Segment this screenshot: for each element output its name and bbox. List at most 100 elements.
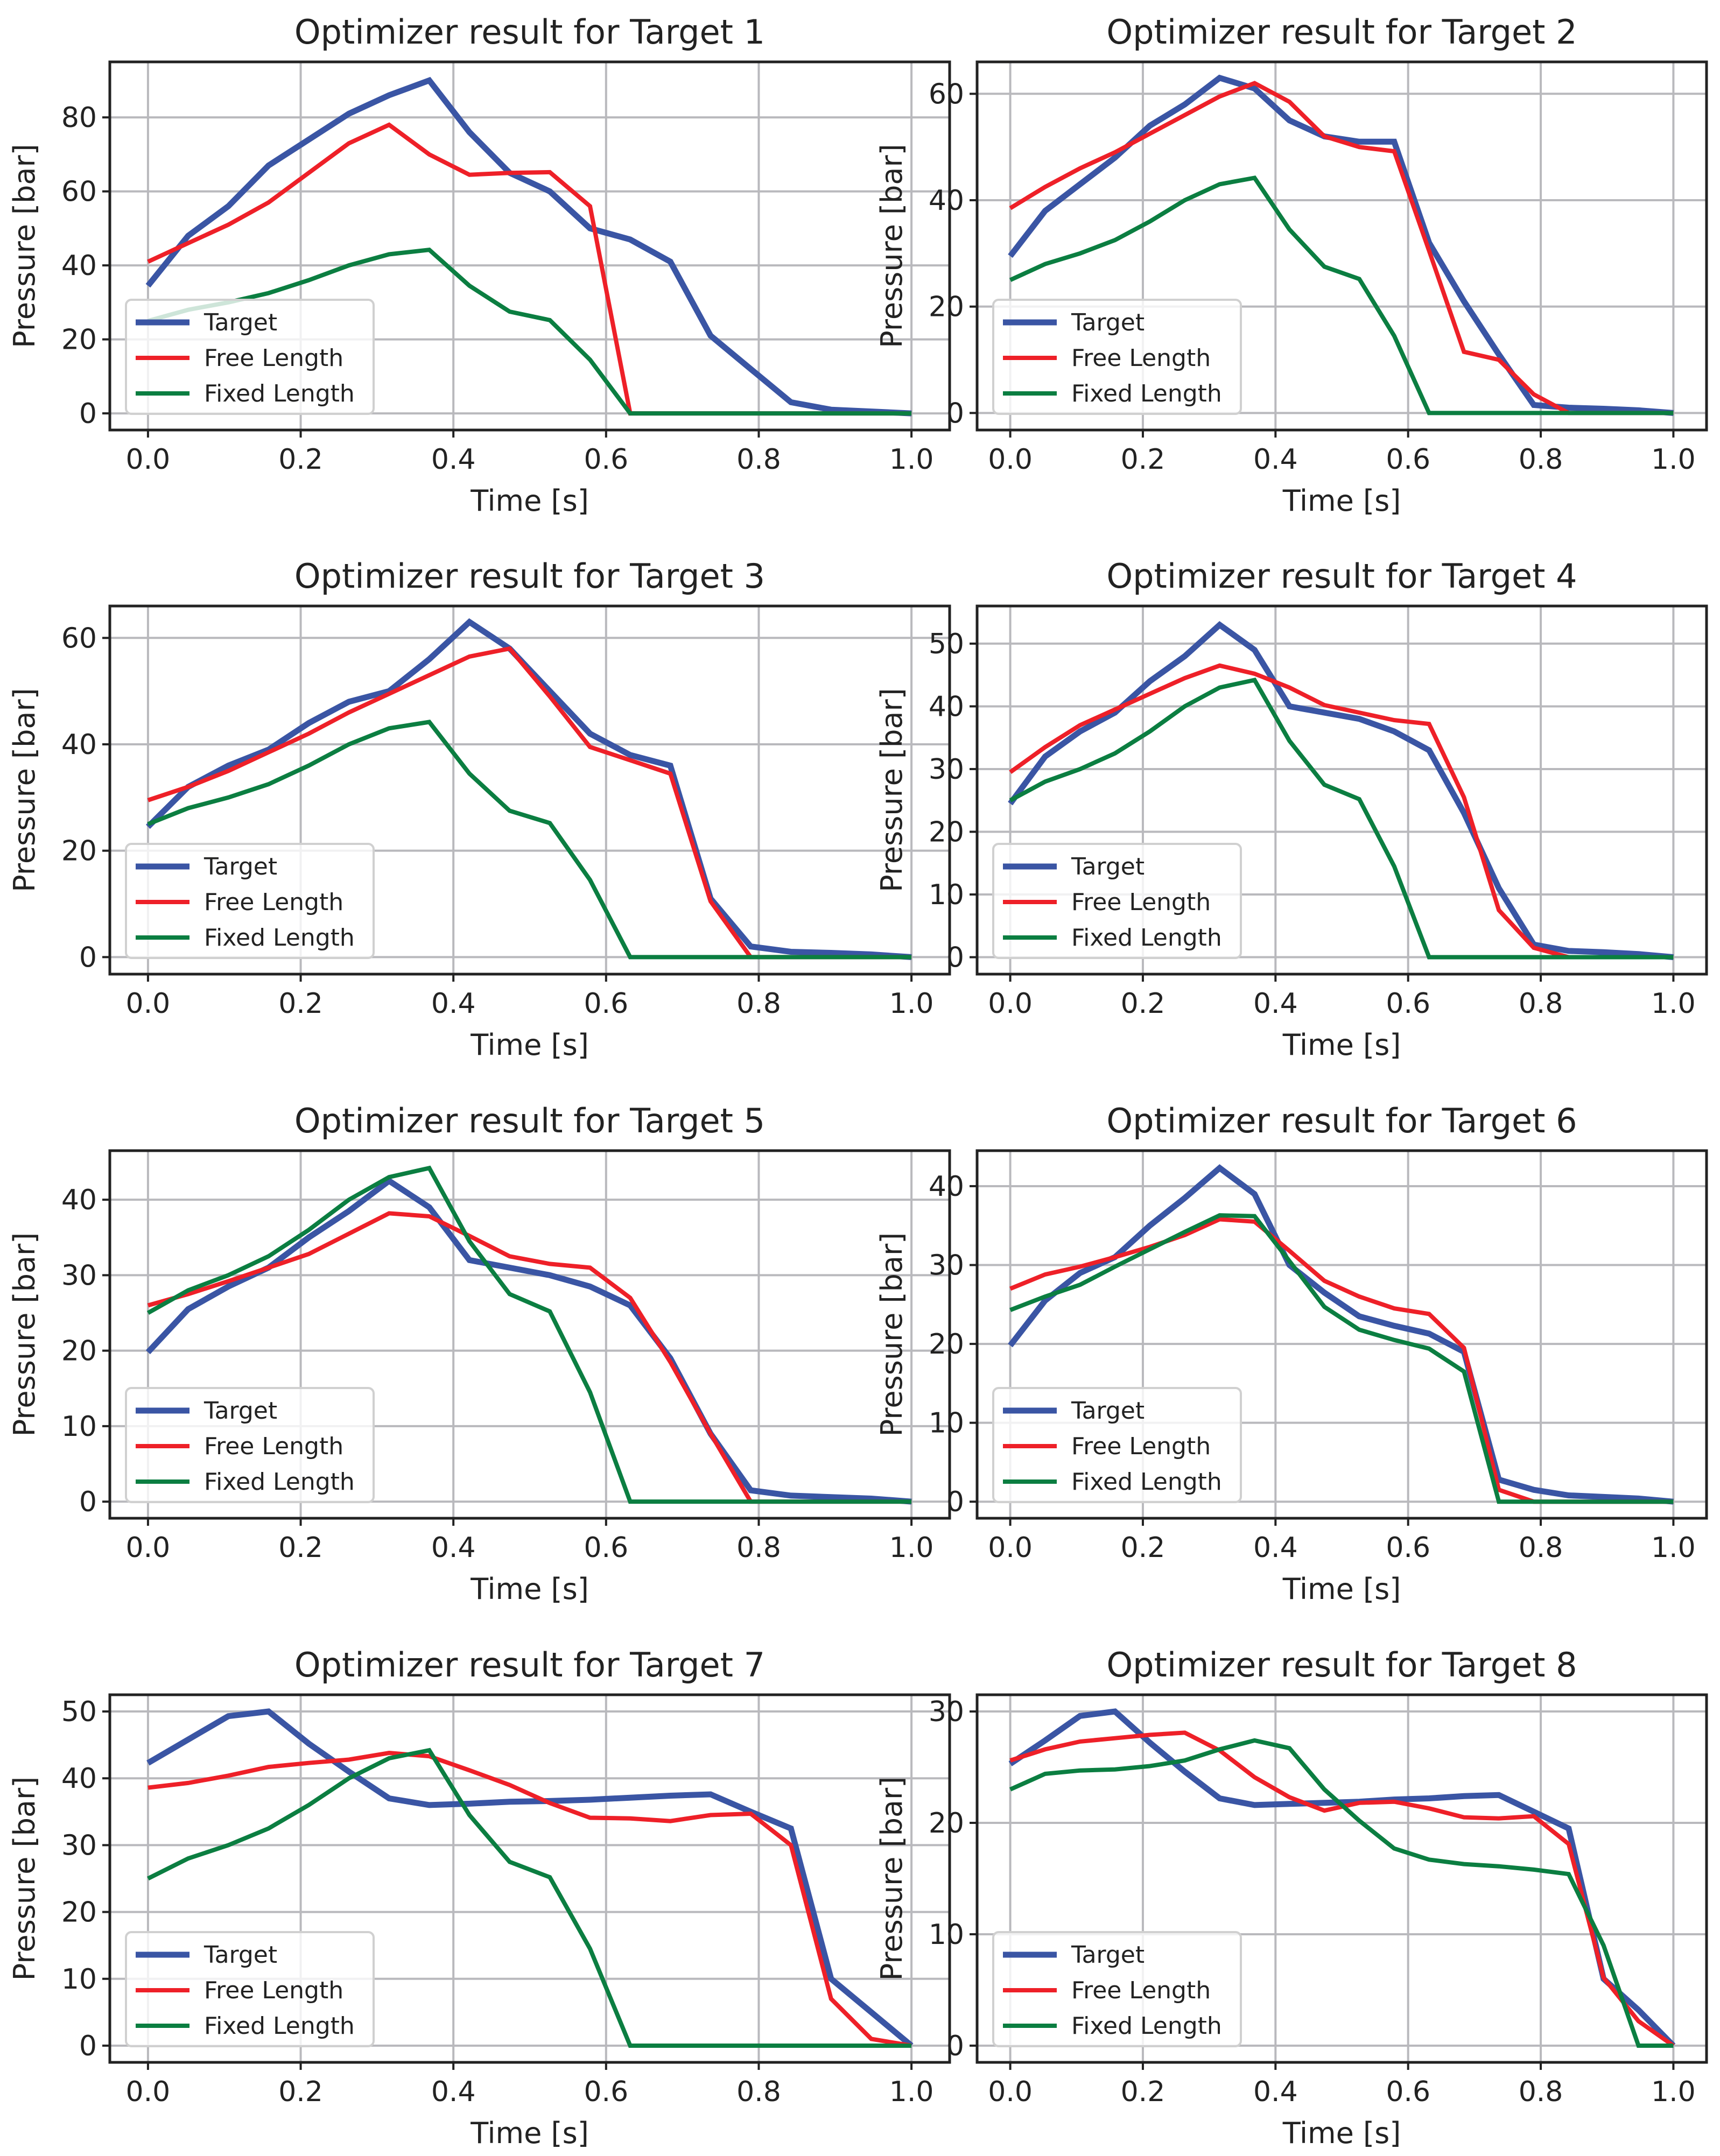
x-tick-label: 0.0: [126, 2076, 171, 2108]
y-tick-label: 0: [946, 942, 964, 974]
chart-title: Optimizer result for Target 4: [1106, 556, 1577, 596]
y-tick-label: 40: [929, 1171, 964, 1203]
chart-title: Optimizer result for Target 3: [294, 556, 765, 596]
x-tick-label: 0.4: [431, 1532, 476, 1564]
legend: Target Free Length Fixed Length: [992, 1387, 1242, 1503]
y-tick-label: 20: [61, 324, 97, 356]
y-tick-label: 0: [79, 1486, 97, 1518]
x-axis-label: Time [s]: [1282, 1572, 1401, 1606]
y-tick-label: 30: [61, 1259, 97, 1292]
y-tick-label: 40: [61, 1184, 97, 1216]
y-tick-label: 20: [61, 1897, 97, 1929]
legend-box: [992, 1931, 1242, 2047]
y-tick-label: 40: [929, 185, 964, 217]
y-tick-label: 0: [79, 2030, 97, 2062]
y-tick-label: 50: [929, 628, 964, 660]
axes-frame: [108, 60, 951, 432]
y-tick-label: 10: [929, 1919, 964, 1951]
legend-label-free-length: Free Length: [204, 1977, 343, 2004]
legend-label-free-length: Free Length: [1071, 1977, 1211, 2004]
x-tick-label: 0.6: [1386, 988, 1430, 1020]
x-tick-label: 0.0: [126, 988, 171, 1020]
x-tick-label: 0.8: [736, 443, 781, 476]
series-line-fixed-length: [1009, 175, 1674, 415]
y-tick-label: 40: [61, 1763, 97, 1795]
legend: Target Free Length Fixed Length: [125, 1387, 375, 1503]
chart-title: Optimizer result for Target 1: [294, 12, 765, 52]
x-tick-label: 0.8: [1519, 1532, 1563, 1564]
y-tick-label: 30: [929, 1696, 964, 1728]
chart-title: Optimizer result for Target 7: [294, 1645, 765, 1685]
x-tick-label: 0.6: [584, 443, 628, 476]
x-tick-label: 0.8: [1519, 988, 1563, 1020]
legend-label-target: Target: [1071, 853, 1145, 880]
x-tick-label: 0.6: [1386, 2076, 1430, 2108]
x-axis-label: Time [s]: [470, 2116, 589, 2150]
legend-box: [125, 299, 375, 415]
series-line-free-length: [1009, 81, 1674, 415]
legend-label-fixed-length: Fixed Length: [1071, 924, 1222, 952]
chart-title: Optimizer result for Target 2: [1106, 12, 1577, 52]
y-tick-label: 0: [946, 2030, 964, 2062]
y-axis-label: Pressure [bar]: [8, 144, 41, 348]
y-tick-label: 0: [79, 398, 97, 430]
subplot-4: 0.0 0.2 0.4 0.6 0.8 1.0 0 10 20 30 40 50 Optimizer r…: [875, 556, 1708, 1062]
x-tick-label: 0.2: [1121, 988, 1166, 1020]
legend-box: [125, 1387, 375, 1503]
x-tick-label: 0.0: [126, 443, 171, 476]
x-tick-label: 1.0: [1651, 443, 1696, 476]
series-line-target: [1008, 74, 1674, 416]
y-tick-label: 0: [946, 397, 964, 429]
chart-title: Optimizer result for Target 6: [1106, 1101, 1577, 1140]
y-axis-label: Pressure [bar]: [8, 1232, 41, 1436]
x-tick-label: 0.8: [1519, 2076, 1563, 2108]
x-tick-label: 0.2: [278, 2076, 323, 2108]
legend-label-target: Target: [1071, 309, 1145, 336]
x-tick-label: 1.0: [889, 988, 934, 1020]
series-line-target: [145, 1177, 912, 1505]
legend-box: [992, 299, 1242, 415]
x-tick-label: 0.4: [1253, 1532, 1298, 1564]
subplot-3: 0.0 0.2 0.4 0.6 0.8 1.0 0 20 40 60 Optimizer resul…: [8, 556, 951, 1062]
y-axis-label: Pressure [bar]: [8, 688, 41, 892]
x-tick-label: 0.0: [988, 988, 1033, 1020]
y-axis-label: Pressure [bar]: [875, 1232, 909, 1436]
legend: Target Free Length Fixed Length: [992, 843, 1242, 959]
y-tick-label: 60: [61, 176, 97, 208]
x-tick-label: 0.4: [431, 443, 476, 476]
series-line-target: [146, 1708, 914, 2048]
legend-label-target: Target: [1071, 1397, 1145, 1425]
series-line-target: [1008, 1164, 1674, 1505]
x-tick-label: 0.8: [736, 988, 781, 1020]
y-tick-label: 80: [61, 102, 97, 134]
x-tick-label: 1.0: [889, 443, 934, 476]
x-tick-label: 0.6: [584, 1532, 628, 1564]
x-axis-label: Time [s]: [470, 484, 589, 518]
y-tick-label: 30: [61, 1829, 97, 1862]
legend-label-free-length: Free Length: [204, 889, 343, 916]
x-tick-label: 1.0: [889, 1532, 934, 1564]
x-tick-label: 0.0: [988, 2076, 1033, 2108]
y-tick-label: 20: [929, 291, 964, 323]
axes-frame: [975, 1149, 1708, 1520]
y-tick-label: 50: [61, 1696, 97, 1728]
y-tick-label: 20: [61, 835, 97, 868]
chart-title: Optimizer result for Target 8: [1106, 1645, 1577, 1685]
x-tick-label: 0.4: [431, 988, 476, 1020]
series-line-fixed-length: [147, 248, 912, 416]
y-tick-label: 10: [929, 1407, 964, 1440]
series-line-fixed-length: [147, 720, 912, 960]
y-tick-label: 0: [946, 1486, 964, 1518]
x-tick-label: 0.2: [278, 1532, 323, 1564]
axes-frame: [108, 604, 951, 976]
legend-box: [125, 843, 375, 959]
y-tick-label: 60: [929, 78, 964, 110]
y-tick-label: 30: [929, 1250, 964, 1282]
x-tick-label: 0.6: [1386, 443, 1430, 476]
x-tick-label: 0.2: [1121, 443, 1166, 476]
y-tick-label: 10: [61, 1963, 97, 1996]
axes-frame: [108, 1149, 951, 1520]
y-tick-label: 10: [61, 1411, 97, 1443]
legend-label-free-length: Free Length: [1071, 1433, 1211, 1460]
